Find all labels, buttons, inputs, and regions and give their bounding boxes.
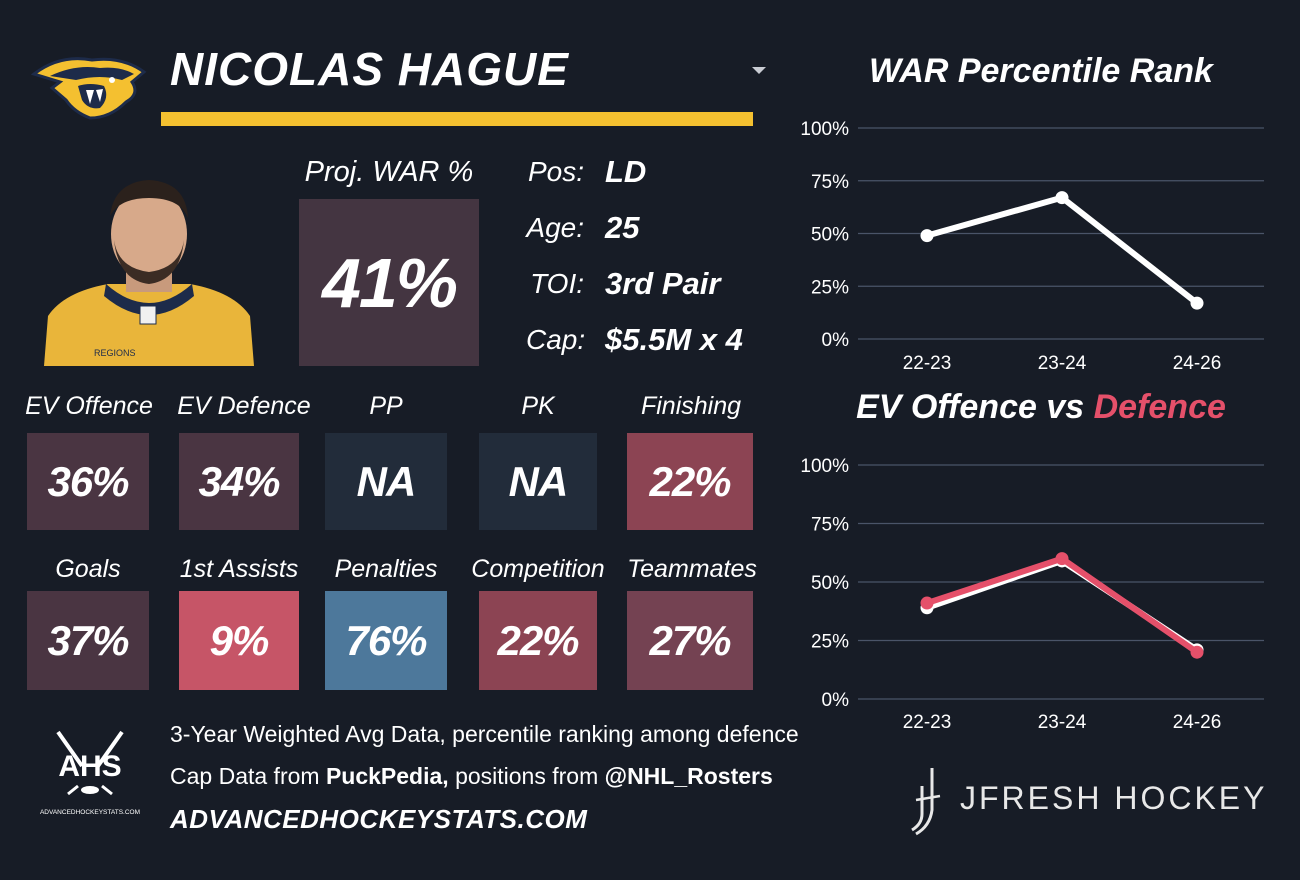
- jfresh-logo-icon: [906, 766, 946, 838]
- name-underline: [161, 112, 753, 126]
- chart2-ytick-label: 100%: [800, 456, 849, 477]
- competition-tile: 22%: [479, 591, 597, 690]
- footer-sources-mid: positions from: [448, 763, 605, 789]
- cap-label: Cap:: [526, 324, 586, 355]
- chart1-ytick-label: 100%: [800, 119, 849, 140]
- ev-defence-tile: 34%: [179, 433, 299, 530]
- first-assists-label: 1st Assists: [179, 555, 299, 583]
- chart2-xtick-label: 22-23: [903, 712, 952, 733]
- chart1-ytick-label: 50%: [811, 225, 849, 246]
- chevron-down-icon: [752, 67, 766, 74]
- chart2-data-point: [1190, 645, 1204, 659]
- nhl-rosters-link[interactable]: @NHL_Rosters: [604, 763, 773, 789]
- finishing-tile: 22%: [627, 433, 753, 530]
- chart1-data-point: [1190, 296, 1204, 310]
- chart1-xtick-label: 22-23: [903, 353, 952, 374]
- chart1-xtick-label: 24-26: [1173, 353, 1222, 374]
- ev-defence-label: EV Defence: [177, 392, 311, 420]
- ahs-logo-subtext: ADVANCEDHOCKEYSTATS.COM: [40, 809, 140, 816]
- chart2-title-defence: Defence: [1093, 388, 1226, 426]
- ahs-logo-icon: AHS ADVANCEDHOCKEYSTATS.COM: [38, 728, 142, 820]
- teammates-tile: 27%: [627, 591, 753, 690]
- chart1-data-point: [920, 229, 934, 243]
- pk-tile: NA: [479, 433, 597, 530]
- chart1-data-point: [1055, 191, 1069, 205]
- ev-offence-defence-chart: 100% 75% 50% 25% 0% 22-23 23-24 24-26: [800, 456, 1264, 733]
- footer-sources-prefix: Cap Data from: [170, 763, 326, 789]
- toi-label: TOI:: [530, 268, 584, 299]
- teammates-label: Teammates: [627, 555, 757, 583]
- chart2-title-offence: EV Offence vs: [856, 388, 1094, 426]
- goals-label: Goals: [55, 555, 121, 583]
- chart1-ytick-label: 25%: [811, 277, 849, 298]
- chart2-ytick-label: 50%: [811, 573, 849, 594]
- ev-offence-label: EV Offence: [25, 392, 153, 420]
- proj-war-value: 41%: [299, 199, 479, 366]
- chart2-xtick-label: 23-24: [1038, 712, 1087, 733]
- war-percentile-chart: 100% 75% 50% 25% 0% 22-23 23-24 24-26: [800, 119, 1264, 374]
- age-label: Age:: [526, 212, 584, 243]
- pos-value: LD: [605, 154, 647, 189]
- chart2-ytick-label: 0%: [822, 690, 850, 711]
- chart2-title: EV Offence vs Defence: [796, 388, 1286, 427]
- chart1-series-line-0: [926, 194, 1199, 306]
- pp-tile: NA: [325, 433, 447, 530]
- chart2-data-point: [920, 596, 934, 610]
- competition-label: Competition: [471, 555, 605, 583]
- pk-label: PK: [521, 392, 555, 420]
- ahs-logo-text: AHS: [58, 750, 121, 783]
- player-headshot: REGIONS: [44, 176, 254, 366]
- chart2-series-line-0: [926, 557, 1199, 653]
- website-link[interactable]: ADVANCEDHOCKEYSTATS.COM: [170, 804, 588, 834]
- chart2-ytick-label: 75%: [811, 515, 849, 536]
- jfresh-hockey-brand: JFRESH HOCKEY: [960, 780, 1268, 816]
- pos-label: Pos:: [527, 156, 584, 187]
- chart2-series-line-1: [926, 555, 1199, 655]
- predators-logo-icon: [30, 52, 148, 122]
- chart2-data-point: [1055, 552, 1069, 566]
- cap-value: $5.5M x 4: [605, 322, 743, 357]
- puckpedia-link[interactable]: PuckPedia,: [325, 763, 449, 789]
- player-select-dropdown[interactable]: [749, 60, 769, 80]
- chart1-ytick-label: 0%: [822, 330, 850, 351]
- chart1-ytick-label: 75%: [811, 172, 849, 193]
- player-name: NICOLAS HAGUE: [170, 43, 569, 95]
- goals-tile: 37%: [27, 591, 149, 690]
- chart1-xtick-label: 23-24: [1038, 353, 1087, 374]
- finishing-label: Finishing: [640, 392, 742, 420]
- toi-value: 3rd Pair: [605, 266, 721, 301]
- footer-sources: Cap Data from PuckPedia, positions from …: [170, 763, 773, 790]
- first-assists-tile: 9%: [179, 591, 299, 690]
- penalties-tile: 76%: [325, 591, 447, 690]
- chart2-ytick-label: 25%: [811, 632, 849, 653]
- footer-note: 3-Year Weighted Avg Data, percentile ran…: [170, 721, 799, 747]
- pp-label: PP: [369, 392, 403, 420]
- ev-offence-tile: 36%: [27, 433, 149, 530]
- age-value: 25: [605, 210, 640, 245]
- chart1-title: WAR Percentile Rank: [869, 52, 1213, 90]
- chart2-xtick-label: 24-26: [1173, 712, 1222, 733]
- svg-text:REGIONS: REGIONS: [94, 348, 136, 358]
- penalties-label: Penalties: [334, 555, 438, 583]
- proj-war-label: Proj. WAR %: [304, 156, 474, 188]
